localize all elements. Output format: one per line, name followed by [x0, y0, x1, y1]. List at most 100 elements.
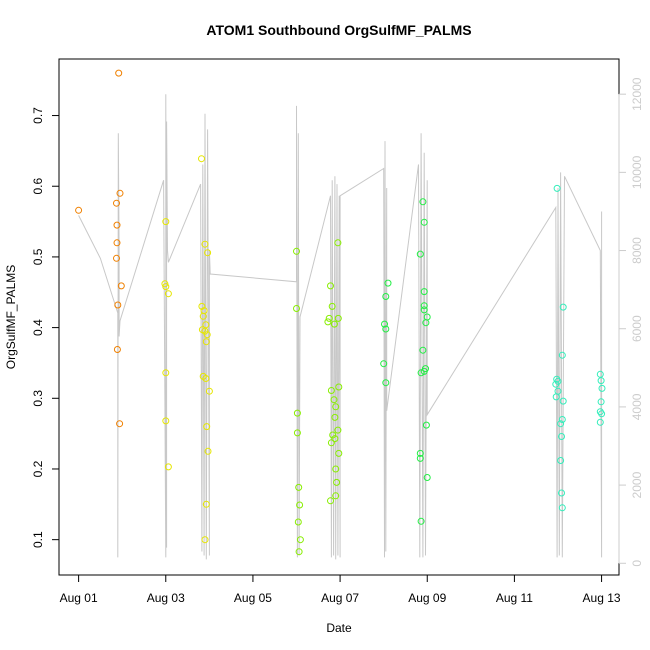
data-points-layer	[75, 69, 606, 556]
data-point-s0-0	[75, 206, 83, 214]
data-point-s1-0	[162, 218, 170, 226]
data-point-s1-15	[201, 327, 209, 335]
y-tick-label: 0.4	[31, 319, 45, 336]
data-point-s2-4	[295, 483, 303, 491]
data-point-s2-9	[334, 239, 342, 247]
y2-tick-label: 0	[630, 560, 644, 567]
data-point-s2-12	[325, 314, 333, 322]
data-point-s2-3	[293, 429, 301, 437]
data-point-s4-17	[598, 384, 606, 392]
data-point-s2-21	[334, 426, 342, 434]
altitude-track-layer	[78, 94, 603, 560]
data-point-s1-8	[201, 240, 209, 248]
y-axis: 0.1 0.2 0.3 0.4 0.5 0.6 0.7	[31, 107, 60, 548]
data-point-s1-24	[201, 536, 209, 544]
data-point-s3-6	[419, 198, 427, 206]
data-point-s1-7	[198, 155, 205, 163]
data-point-s2-6	[294, 518, 302, 526]
data-point-s2-5	[296, 501, 304, 509]
y-tick-label: 0.3	[31, 390, 45, 407]
y2-tick-label: 12000	[630, 77, 644, 111]
data-point-s2-8	[295, 548, 303, 556]
data-point-s1-16	[203, 331, 211, 339]
y-tick-label: 0.7	[31, 107, 45, 124]
data-point-s4-14	[558, 504, 566, 512]
data-point-s3-14	[419, 346, 427, 354]
data-point-s4-20	[598, 410, 606, 418]
y2-tick-label: 6000	[630, 315, 644, 342]
data-point-s2-20	[331, 413, 339, 421]
data-point-s2-0	[293, 247, 300, 255]
data-point-s1-2	[162, 283, 170, 291]
data-point-s1-20	[205, 387, 213, 395]
data-point-s1-17	[202, 338, 210, 346]
x-axis: Aug 01 Aug 03 Aug 05 Aug 07 Aug 09 Aug 11 Aug …	[60, 574, 621, 605]
chart-title: ATOM1 Southbound OrgSulfMF_PALMS	[206, 22, 471, 38]
data-point-s2-16	[335, 383, 343, 391]
y-tick-label: 0.2	[31, 460, 45, 477]
data-point-s2-22	[329, 431, 337, 439]
data-point-s3-8	[416, 250, 424, 258]
data-point-s1-3	[164, 290, 172, 298]
data-point-s2-14	[334, 314, 342, 322]
y-tick-label: 0.6	[31, 178, 45, 195]
data-point-s4-8	[559, 397, 567, 405]
data-point-s2-10	[327, 282, 334, 290]
x-axis-label: Date	[326, 621, 352, 635]
y2-tick-label: 4000	[630, 393, 644, 420]
data-point-s3-22	[417, 517, 425, 525]
data-point-s3-3	[382, 325, 390, 333]
data-point-s2-25	[335, 449, 343, 457]
data-point-s1-23	[202, 500, 210, 508]
data-point-s0-9	[115, 69, 123, 77]
y2-axis: 0 2000 4000 6000 8000 10000 12000	[618, 77, 644, 567]
y2-tick-label: 2000	[630, 471, 644, 498]
data-point-s2-7	[296, 536, 304, 544]
data-point-s4-2	[558, 351, 566, 359]
data-point-s4-10	[557, 420, 565, 428]
data-point-s0-2	[113, 221, 121, 229]
data-point-s0-5	[114, 301, 122, 309]
x-tick-label: Aug 13	[583, 591, 621, 605]
data-point-s4-7	[552, 393, 560, 401]
y-tick-label: 0.5	[31, 248, 45, 265]
data-point-s2-27	[333, 478, 341, 486]
data-point-s0-6	[113, 346, 121, 353]
y-tick-label: 0.1	[31, 531, 45, 548]
data-point-s3-20	[416, 454, 424, 462]
data-point-s0-10	[117, 282, 125, 290]
data-point-s0-8	[116, 189, 124, 197]
x-tick-label: Aug 01	[60, 591, 98, 605]
data-point-s2-29	[327, 497, 334, 505]
data-point-s4-18	[597, 398, 605, 406]
data-point-s2-23	[331, 435, 339, 443]
data-point-s1-9	[204, 249, 212, 257]
data-point-s3-4	[380, 360, 388, 368]
data-point-s3-19	[416, 449, 424, 457]
data-point-s2-28	[332, 492, 340, 500]
data-point-s1-22	[204, 447, 212, 455]
data-point-s2-13	[324, 318, 332, 326]
data-point-s3-18	[422, 421, 430, 429]
data-point-s4-1	[559, 303, 567, 311]
data-point-s4-12	[557, 457, 565, 464]
data-point-s4-0	[553, 184, 561, 192]
data-point-s3-10	[420, 302, 428, 310]
data-point-s3-21	[423, 474, 431, 481]
data-point-s4-11	[558, 433, 565, 440]
data-point-s1-1	[161, 280, 169, 288]
data-point-s1-21	[203, 423, 211, 431]
altitude-line	[78, 94, 603, 560]
data-point-s4-16	[597, 377, 605, 385]
x-tick-label: Aug 03	[147, 591, 185, 605]
data-point-s1-4	[162, 369, 170, 377]
data-point-s0-7	[116, 420, 124, 428]
y2-tick-label: 8000	[630, 237, 644, 264]
data-point-s0-3	[113, 239, 121, 247]
data-point-s1-6	[164, 463, 172, 471]
data-point-s2-11	[328, 302, 336, 310]
data-point-s1-5	[162, 417, 170, 425]
x-tick-label: Aug 05	[234, 591, 272, 605]
data-point-s2-15	[330, 320, 338, 328]
